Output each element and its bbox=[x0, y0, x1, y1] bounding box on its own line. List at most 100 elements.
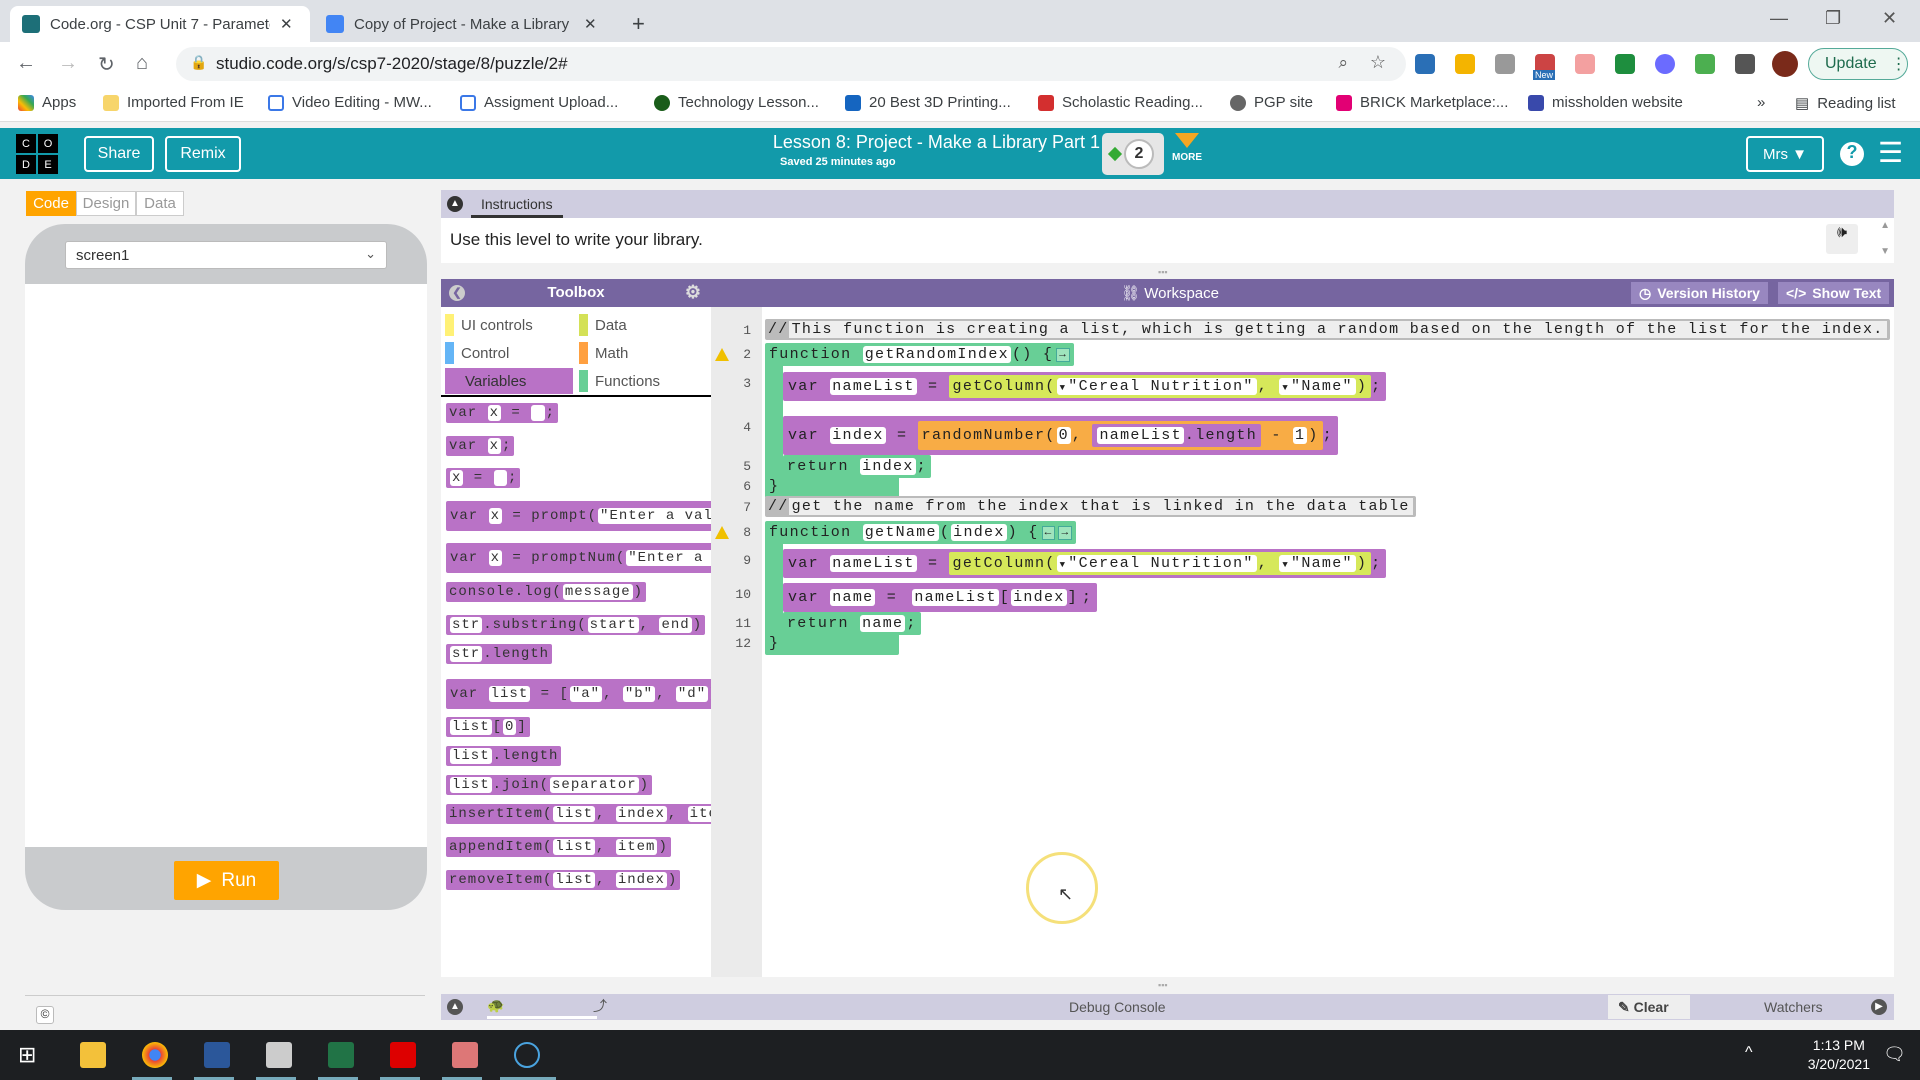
input-slot[interactable]: list bbox=[450, 748, 492, 764]
input-slot[interactable]: x bbox=[487, 405, 502, 421]
update-button[interactable]: Update ⋮ bbox=[1808, 48, 1908, 80]
version-history-button[interactable]: ◷ Version History bbox=[1631, 282, 1768, 304]
close-tab-icon[interactable]: ✕ bbox=[584, 16, 597, 33]
input-slot[interactable]: index bbox=[830, 427, 886, 444]
param-button[interactable]: → bbox=[1058, 525, 1073, 540]
input-slot[interactable]: x bbox=[488, 550, 503, 566]
restore-icon[interactable]: ❐ bbox=[1825, 8, 1842, 28]
show-text-button[interactable]: </> Show Text bbox=[1778, 282, 1890, 304]
comment-block[interactable]: //This function is creating a list, whic… bbox=[765, 319, 1890, 340]
input-slot[interactable]: nameList bbox=[912, 589, 999, 606]
forward-icon[interactable]: → bbox=[58, 52, 78, 74]
toolbox-block[interactable]: var list = ["a", "b", "d"] + bbox=[446, 679, 711, 709]
toolbox-block[interactable]: var x = prompt("Enter a valu bbox=[446, 501, 711, 531]
reading-list[interactable]: ▤ Reading list bbox=[1795, 94, 1896, 113]
toolbox-block[interactable]: removeItem(list, index) bbox=[446, 870, 681, 890]
acrobat-icon[interactable] bbox=[390, 1042, 416, 1068]
close-tab-icon[interactable]: ✕ bbox=[280, 16, 293, 33]
toolbox-block[interactable]: x = ; bbox=[446, 468, 521, 488]
extension-icon[interactable] bbox=[1415, 54, 1435, 74]
resize-handle[interactable]: ▪▪▪ bbox=[1158, 980, 1168, 990]
input-slot[interactable]: str bbox=[450, 646, 483, 662]
input-slot[interactable]: item bbox=[687, 806, 711, 822]
warning-icon[interactable] bbox=[715, 348, 729, 361]
toolbox-block[interactable]: list[0] bbox=[446, 717, 530, 737]
hamburger-menu-icon[interactable]: ☰ bbox=[1878, 137, 1904, 168]
tab-code[interactable]: Code bbox=[26, 191, 76, 216]
extension-icon[interactable] bbox=[1575, 54, 1595, 74]
toolbox-block[interactable]: insertItem(list, index, item bbox=[446, 804, 711, 824]
dropdown-slot[interactable]: "Name" bbox=[1279, 555, 1356, 572]
variables-block[interactable]: var x = ; bbox=[446, 403, 559, 423]
input-slot[interactable]: "b" bbox=[622, 686, 656, 702]
var-block[interactable]: nameList[index] bbox=[907, 586, 1082, 609]
input-slot[interactable]: list bbox=[450, 719, 492, 735]
minimize-icon[interactable]: — bbox=[1770, 8, 1788, 28]
extension-icon[interactable] bbox=[1655, 54, 1675, 74]
run-button[interactable]: ▶ Run bbox=[174, 861, 279, 900]
toolbox-block[interactable]: var x = promptNum("Enter a v bbox=[446, 543, 711, 573]
var-block[interactable]: var nameList = getColumn("Cereal Nutriti… bbox=[783, 372, 1387, 401]
variables-block[interactable]: var x; bbox=[446, 436, 515, 456]
category-variables[interactable]: Variables bbox=[445, 368, 573, 394]
var-block[interactable]: var index = randomNumber(0, nameList .len… bbox=[783, 416, 1338, 455]
input-slot[interactable]: list bbox=[553, 839, 596, 855]
category-control[interactable]: Control bbox=[441, 340, 571, 366]
variables-block[interactable]: removeItem(list, index) bbox=[446, 870, 681, 890]
url-bar[interactable]: 🔒 studio.code.org/s/csp7-2020/stage/8/pu… bbox=[176, 47, 1406, 81]
param-button[interactable]: ← bbox=[1041, 525, 1056, 540]
data-block[interactable]: getColumn("Cereal Nutrition", "Name") bbox=[948, 375, 1372, 398]
file-explorer-icon[interactable] bbox=[80, 1042, 106, 1068]
input-slot[interactable]: item bbox=[615, 839, 658, 855]
variables-block[interactable]: insertItem(list, index, item bbox=[446, 804, 711, 824]
collapse-left-icon[interactable]: ❮ bbox=[449, 285, 465, 301]
ret-block[interactable]: return index; bbox=[783, 455, 931, 478]
input-slot[interactable]: index bbox=[615, 872, 667, 888]
profile-avatar[interactable] bbox=[1772, 51, 1798, 77]
var-block[interactable]: var nameList = getColumn("Cereal Nutriti… bbox=[783, 549, 1387, 578]
input-slot[interactable]: index bbox=[1011, 589, 1067, 606]
input-slot[interactable]: "a" bbox=[569, 686, 603, 702]
snipping-tool-icon[interactable] bbox=[452, 1042, 478, 1068]
dropdown-slot[interactable]: "Name" bbox=[1279, 378, 1356, 395]
ret-block[interactable]: return name; bbox=[783, 612, 921, 635]
browser-tab-docs[interactable]: Copy of Project - Make a Library ✕ bbox=[314, 6, 614, 42]
input-slot[interactable]: x bbox=[488, 508, 503, 524]
bookmark-folder[interactable]: Imported From IE bbox=[103, 94, 244, 111]
bookmark-apps[interactable]: Apps bbox=[18, 94, 76, 111]
end-block[interactable]: } bbox=[765, 475, 900, 498]
share-button[interactable]: Share bbox=[84, 136, 154, 172]
chrome-icon[interactable] bbox=[142, 1042, 168, 1068]
input-slot[interactable]: start bbox=[587, 617, 639, 633]
watchers-tab[interactable]: Watchers bbox=[1764, 999, 1823, 1015]
scroll-up-icon[interactable]: ▲ bbox=[1880, 220, 1890, 231]
notifications-icon[interactable]: 🗨 bbox=[1883, 1044, 1906, 1064]
expand-up-icon[interactable]: ▲ bbox=[447, 999, 463, 1015]
excel-icon[interactable] bbox=[328, 1042, 354, 1068]
scroll-down-icon[interactable]: ▼ bbox=[1880, 246, 1890, 257]
input-slot[interactable]: list bbox=[450, 777, 492, 793]
bookmark-link[interactable]: missholden website bbox=[1528, 94, 1683, 111]
end-block[interactable]: } bbox=[765, 632, 900, 655]
app-screen[interactable] bbox=[25, 284, 427, 847]
level-progress[interactable]: 2 bbox=[1102, 133, 1164, 175]
tab-instructions[interactable]: Instructions bbox=[471, 190, 563, 218]
screen-select[interactable]: screen1 ⌄ bbox=[65, 241, 387, 269]
input-slot[interactable]: list bbox=[488, 686, 531, 702]
new-tab-button[interactable]: + bbox=[632, 11, 645, 36]
browser-tab-codeorg[interactable]: Code.org - CSP Unit 7 - Parameters ✕ bbox=[10, 6, 310, 42]
input-slot[interactable]: "Enter a v bbox=[626, 550, 711, 566]
input-slot[interactable]: nameList bbox=[1097, 427, 1184, 444]
var-block[interactable]: nameList .length bbox=[1092, 424, 1262, 447]
func-block[interactable]: function getName(index) {← → bbox=[765, 521, 1077, 544]
collapse-up-icon[interactable]: ▲ bbox=[447, 196, 463, 212]
input-slot[interactable]: index bbox=[951, 524, 1007, 541]
comment-text[interactable]: get the name from the index that is link… bbox=[788, 498, 1413, 515]
zoom-icon[interactable]: ⌕ bbox=[1338, 53, 1348, 72]
input-slot[interactable]: separator bbox=[550, 777, 639, 793]
google-drive-icon[interactable] bbox=[1455, 54, 1475, 74]
speed-slider[interactable] bbox=[487, 1016, 597, 1019]
math-block[interactable]: randomNumber(0, nameList .length - 1) bbox=[917, 421, 1323, 450]
variables-block[interactable]: list[0] bbox=[446, 717, 530, 737]
